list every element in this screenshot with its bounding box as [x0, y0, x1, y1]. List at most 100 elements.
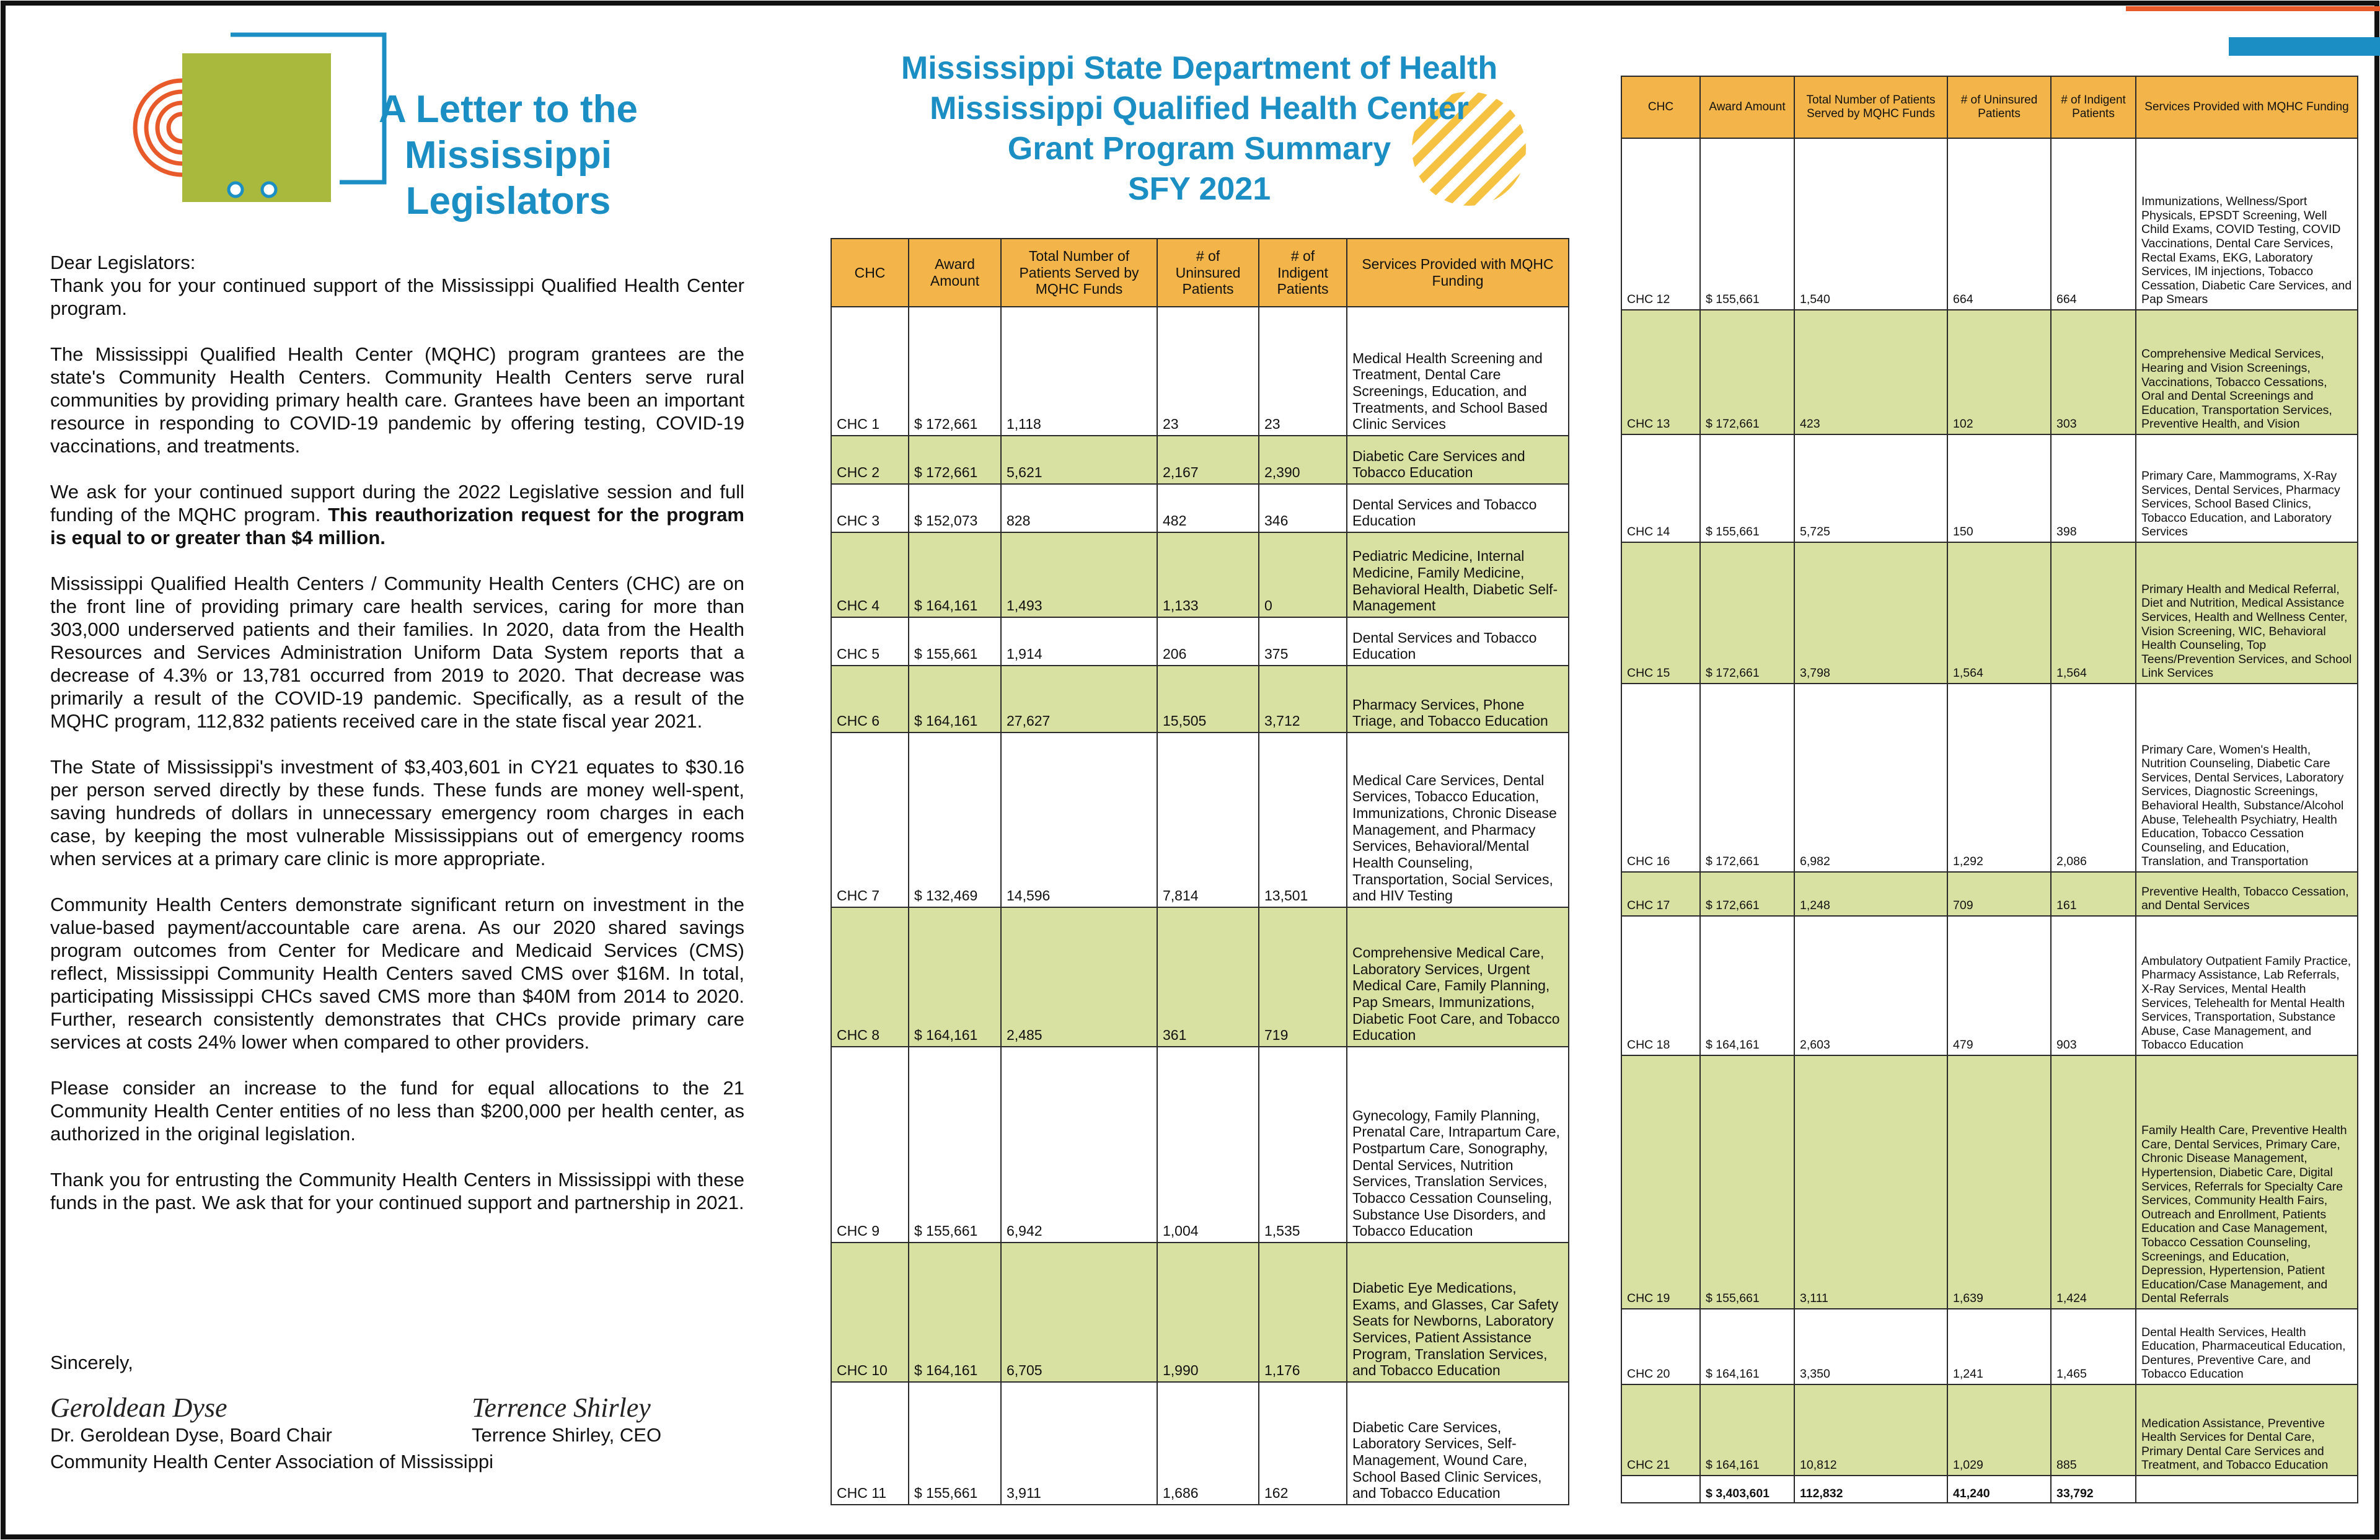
table-cell: 7,814	[1157, 732, 1259, 908]
services-cell: Gynecology, Family Planning, Prenatal Ca…	[1346, 1046, 1569, 1243]
title-line: Legislators	[405, 180, 611, 222]
closing: Sincerely,	[50, 1352, 133, 1373]
services-cell: Dental Services and Tobacco Education	[1346, 617, 1569, 666]
table-cell: 1,493	[1000, 532, 1158, 618]
signature-block: Sincerely, Geroldean Dyse Dr. Geroldean …	[50, 1351, 744, 1473]
salutation: Dear Legislators:	[50, 252, 196, 273]
table-cell: 3,350	[1794, 1308, 1948, 1385]
table-cell: 14,596	[1000, 732, 1158, 908]
table-row: CHC 20 $ 164,161 3,350 1,241 1,465 Dental Hea…	[1621, 1308, 2358, 1385]
table-row: CHC 21 $ 164,161 10,812 1,029 885 Medication …	[1621, 1384, 2358, 1476]
paragraph-text: Please consider an increase to the fund …	[50, 1077, 744, 1145]
table-cell: $ 164,161	[1699, 1384, 1795, 1476]
table-cell: CHC 11	[831, 1381, 909, 1505]
header-cell: # of Uninsured Patients	[1157, 238, 1259, 307]
services-cell: Medical Health Screening and Treatment, …	[1346, 306, 1569, 436]
paragraph: The Mississippi Qualified Health Center …	[50, 343, 744, 457]
table-cell: $ 152,073	[908, 483, 1002, 533]
table-cell: 2,167	[1157, 435, 1259, 485]
dot	[260, 181, 278, 198]
table-cell: 3,111	[1794, 1055, 1948, 1309]
table-row: CHC 17 $ 172,661 1,248 709 161 Preventive Hea…	[1621, 871, 2358, 917]
table-cell: $ 164,161	[908, 532, 1002, 618]
table-row: CHC 5 $ 155,661 1,914 206 375 Dental Services…	[831, 617, 1569, 666]
table-cell: CHC 10	[831, 1242, 909, 1383]
table-row: CHC 9 $ 155,661 6,942 1,004 1,535 Gynecology,…	[831, 1046, 1569, 1243]
header-cell: Total Number of Patients Served by MQHC …	[1000, 238, 1158, 307]
table-cell: 709	[1947, 871, 2052, 917]
table-cell: $ 172,661	[1699, 542, 1795, 684]
table-cell: $ 164,161	[908, 907, 1002, 1047]
table-cell: 885	[2050, 1384, 2136, 1476]
header-cell: # of Indigent Patients	[1258, 238, 1347, 307]
signatures: Geroldean Dyse Dr. Geroldean Dyse, Board…	[50, 1393, 744, 1446]
services-cell: Primary Care, Mammograms, X-Ray Services…	[2135, 434, 2358, 543]
services-cell: Comprehensive Medical Care, Laboratory S…	[1346, 907, 1569, 1047]
total-cell: 41,240	[1947, 1475, 2052, 1503]
table-cell: CHC 14	[1621, 434, 1701, 543]
letter-title: A Letter to the Mississippi Legislators	[347, 87, 669, 224]
paragraph-text: Thank you for entrusting the Community H…	[50, 1169, 744, 1213]
table-cell: 6,982	[1794, 683, 1948, 873]
table-row: CHC 11 $ 155,661 3,911 1,686 162 Diabetic Car…	[831, 1381, 1569, 1505]
table-cell: 1,241	[1947, 1308, 2052, 1385]
table-cell: CHC 16	[1621, 683, 1701, 873]
table-row: CHC 13 $ 172,661 423 102 303 Comprehensive Me…	[1621, 309, 2358, 435]
table-cell: CHC 18	[1621, 915, 1701, 1056]
table-cell: CHC 20	[1621, 1308, 1701, 1385]
services-cell: Preventive Health, Tobacco Cessation, an…	[2135, 871, 2358, 917]
services-cell: Family Health Care, Preventive Health Ca…	[2135, 1055, 2358, 1309]
header-cell: CHC	[831, 238, 909, 307]
table-cell: $ 172,661	[1699, 309, 1795, 435]
table-row: CHC 2 $ 172,661 5,621 2,167 2,390 Diabetic Ca…	[831, 435, 1569, 485]
paragraph-text: We ask for your continued support during…	[50, 481, 744, 526]
services-cell: Dental Services and Tobacco Education	[1346, 483, 1569, 533]
paragraph: Thank you for entrusting the Community H…	[50, 1168, 744, 1214]
total-cell: 112,832	[1794, 1475, 1948, 1503]
table-cell: 1,540	[1794, 138, 1948, 310]
services-cell: Immunizations, Wellness/Sport Physicals,…	[2135, 138, 2358, 310]
table-cell: CHC 17	[1621, 871, 1701, 917]
summary-table: CHC Award Amount Total Number of Patients …	[1621, 76, 2358, 1503]
table-cell: 23	[1258, 306, 1347, 436]
table-row: CHC 4 $ 164,161 1,493 1,133 0 Pediatric Medic…	[831, 532, 1569, 618]
letter-body: Dear Legislators: Thank you for your con…	[50, 251, 744, 1237]
paragraph: We ask for your continued support during…	[50, 480, 744, 549]
signature: Geroldean Dyse	[50, 1393, 227, 1423]
table-cell: 2,603	[1794, 915, 1948, 1056]
table-cell: 1,176	[1258, 1242, 1347, 1383]
paragraph: Community Health Centers demonstrate sig…	[50, 893, 744, 1054]
header-row: CHC Award Amount Total Number of Patients …	[831, 238, 1569, 307]
table-cell: 13,501	[1258, 732, 1347, 908]
table-cell: 27,627	[1000, 665, 1158, 733]
services-cell: Comprehensive Medical Services, Hearing …	[2135, 309, 2358, 435]
green-square	[182, 53, 331, 202]
dot	[227, 181, 244, 198]
blue-outline	[231, 32, 387, 185]
table-row: CHC 10 $ 164,161 6,705 1,990 1,176 Diabetic E…	[831, 1242, 1569, 1383]
table-cell: 3,798	[1794, 542, 1948, 684]
table-cell: 161	[2050, 871, 2136, 917]
services-cell: Pediatric Medicine, Internal Medicine, F…	[1346, 532, 1569, 618]
table-cell: CHC 5	[831, 617, 909, 666]
table-cell: 1,535	[1258, 1046, 1347, 1243]
table-cell: CHC 3	[831, 483, 909, 533]
table-cell: 2,390	[1258, 435, 1347, 485]
table-cell: 1,564	[1947, 542, 2052, 684]
paragraph-text: Community Health Centers demonstrate sig…	[50, 894, 744, 1053]
paragraph-emphasis: This reauthorization request for the pro…	[50, 504, 744, 548]
organization: Community Health Center Association of M…	[50, 1451, 493, 1472]
title-line: Mississippi	[404, 134, 612, 177]
table-cell: 1,990	[1157, 1242, 1259, 1383]
empty-cell	[2135, 1475, 2358, 1503]
header-row: CHC Award Amount Total Number of Patients …	[1621, 76, 2358, 139]
title-line: A Letter to the	[379, 88, 638, 131]
table-cell: 1,564	[2050, 542, 2136, 684]
striped-circle	[1412, 92, 1526, 206]
table-cell: 162	[1258, 1381, 1347, 1505]
services-cell: Ambulatory Outpatient Family Practice, P…	[2135, 915, 2358, 1056]
header-cell: Services Provided with MQHC Funding	[2135, 76, 2358, 139]
table-row: CHC 1 $ 172,661 1,118 23 23 Medical Health Sc…	[831, 306, 1569, 436]
